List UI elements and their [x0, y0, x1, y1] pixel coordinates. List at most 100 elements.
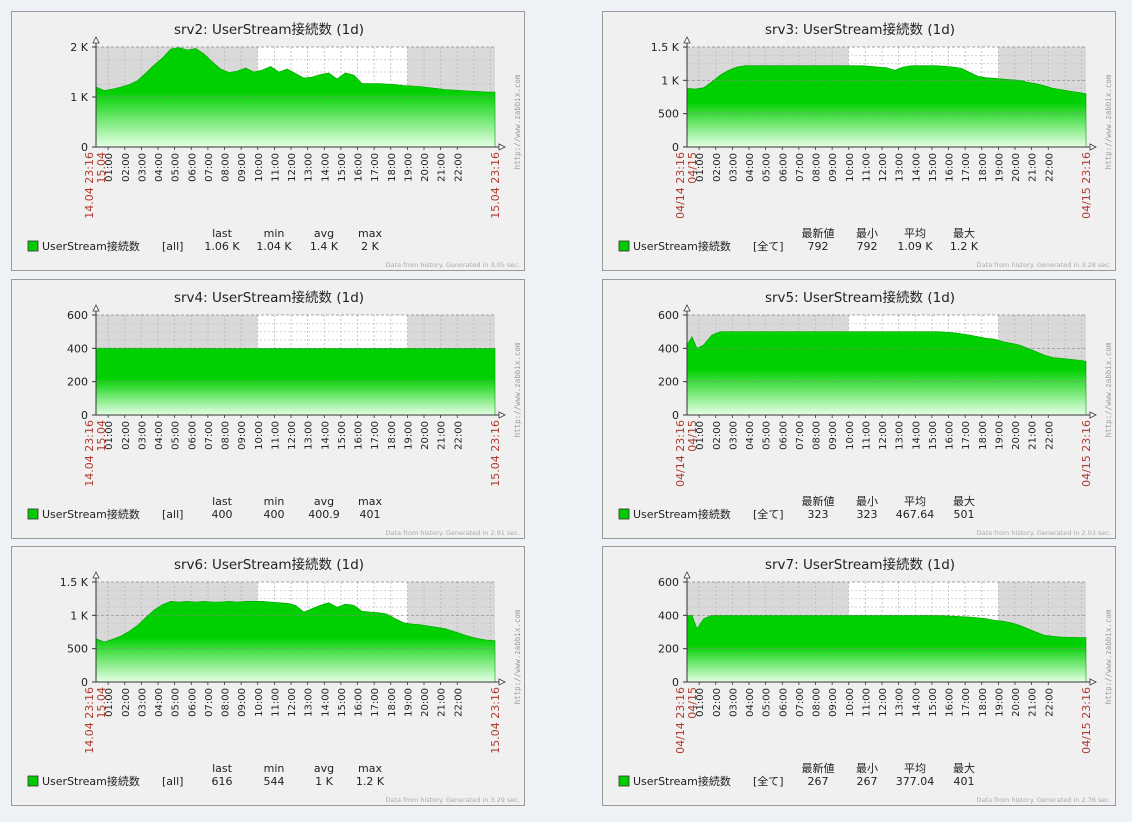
legend-series-tag: [全て] — [753, 774, 784, 788]
x-tick-label: 07:00 — [204, 688, 215, 717]
y-tick-label: 400 — [658, 609, 679, 622]
legend-stat-value: 323 — [857, 508, 878, 521]
x-tick-label: 14:00 — [911, 153, 922, 182]
x-axis-arrow — [498, 143, 506, 151]
legend-stat-header: 最大 — [953, 494, 975, 508]
chart-svg: srv4: UserStream接続数 (1d) 0 200 400 600 01:00 0… — [27, 289, 522, 537]
generated-footer: Data from history. Generated in 2.76 sec… — [977, 796, 1111, 804]
x-tick-label: 12:00 — [878, 421, 889, 450]
x-tick-label: 03:00 — [728, 688, 739, 717]
x-tick-label: 16:00 — [354, 153, 365, 182]
x-tick-label: 20:00 — [1011, 153, 1022, 182]
x-tick-label: 08:00 — [812, 153, 823, 182]
y-axis-arrow — [92, 304, 100, 312]
legend-stat-header: max — [358, 762, 382, 775]
legend-stat-value: 400 — [264, 508, 285, 521]
watermark: http://www.zabbix.com — [1104, 609, 1113, 704]
generated-footer: Data from history. Generated in 3.28 sec… — [977, 261, 1111, 269]
x-tick-label: 13:00 — [304, 688, 315, 717]
legend-series-tag: [all] — [162, 775, 183, 788]
legend-stat-value: 401 — [954, 775, 975, 788]
x-tick-label: 05:00 — [762, 421, 773, 450]
chart-svg: srv3: UserStream接続数 (1d) 0 500 1 K 1.5 K 01:0… — [618, 21, 1113, 269]
x-tick-label: 13:00 — [304, 421, 315, 450]
x-axis-arrow — [1089, 411, 1097, 419]
generated-footer: Data from history. Generated in 3.29 sec… — [386, 796, 520, 804]
y-axis-arrow — [92, 571, 100, 579]
x-axis-arrow — [1089, 143, 1097, 151]
x-date-start-day: 04/15 — [686, 420, 699, 452]
legend-stat-value: 501 — [954, 508, 975, 521]
chart-title: srv3: UserStream接続数 (1d) — [765, 21, 955, 38]
y-tick-label: 0 — [672, 409, 679, 422]
x-tick-label: 02:00 — [712, 421, 723, 450]
legend-stat-header: min — [264, 762, 285, 775]
legend-stat-header: avg — [314, 227, 334, 240]
x-tick-label: 16:00 — [354, 688, 365, 717]
legend-series-tag: [全て] — [753, 507, 784, 521]
legend-stat-header: 最小 — [856, 227, 878, 240]
legend-stat-header: max — [358, 495, 382, 508]
x-tick-label: 07:00 — [795, 688, 806, 717]
x-tick-label: 11:00 — [861, 421, 872, 450]
y-tick-label: 1 K — [70, 91, 88, 104]
series-area — [686, 65, 1087, 148]
x-tick-label: 06:00 — [187, 688, 198, 717]
y-tick-label: 600 — [67, 309, 88, 322]
x-tick-label: 06:00 — [187, 421, 198, 450]
legend-swatch — [618, 775, 630, 787]
legend-stat-value: 792 — [857, 240, 878, 253]
x-tick-label: 21:00 — [1028, 153, 1039, 182]
x-tick-label: 01:00 — [695, 421, 706, 450]
chart-title: srv5: UserStream接続数 (1d) — [765, 289, 955, 306]
x-tick-label: 06:00 — [778, 153, 789, 182]
x-tick-label: 20:00 — [420, 688, 431, 717]
x-tick-label: 22:00 — [1044, 421, 1055, 450]
x-tick-label: 01:00 — [104, 153, 115, 182]
legend-stat-value: 792 — [808, 240, 829, 253]
x-tick-label: 10:00 — [845, 688, 856, 717]
x-tick-label: 07:00 — [204, 153, 215, 182]
x-tick-label: 05:00 — [762, 688, 773, 717]
x-tick-label: 12:00 — [878, 688, 889, 717]
legend-stat-header: max — [358, 227, 382, 240]
x-tick-label: 08:00 — [221, 688, 232, 717]
y-axis-arrow — [683, 36, 691, 44]
chart-panel-srv2: srv2: UserStream接続数 (1d) 0 1 K 2 K 01:00 02:0… — [11, 11, 525, 271]
x-tick-label: 07:00 — [795, 153, 806, 182]
x-date-end: 15.04 23:16 — [489, 152, 502, 219]
watermark: http://www.zabbix.com — [1104, 74, 1113, 169]
generated-footer: Data from history. Generated in 3.05 sec… — [386, 261, 520, 269]
x-tick-label: 04:00 — [154, 421, 165, 450]
x-tick-label: 14:00 — [320, 153, 331, 182]
y-tick-label: 1.5 K — [60, 576, 89, 589]
x-tick-label: 12:00 — [287, 688, 298, 717]
x-tick-label: 12:00 — [287, 153, 298, 182]
x-tick-label: 10:00 — [254, 153, 265, 182]
y-tick-label: 1 K — [661, 74, 679, 87]
x-tick-label: 01:00 — [695, 153, 706, 182]
x-tick-label: 03:00 — [137, 421, 148, 450]
x-tick-label: 02:00 — [712, 688, 723, 717]
x-tick-label: 02:00 — [121, 153, 132, 182]
legend-series-tag: [全て] — [753, 239, 784, 253]
legend-stat-value: 400 — [212, 508, 233, 521]
legend-stat-value: 1 K — [315, 775, 333, 788]
x-tick-label: 05:00 — [171, 421, 182, 450]
series-area — [95, 347, 496, 416]
x-tick-label: 03:00 — [728, 153, 739, 182]
x-tick-label: 21:00 — [437, 688, 448, 717]
x-tick-label: 17:00 — [370, 688, 381, 717]
x-tick-label: 15:00 — [928, 153, 939, 182]
x-tick-label: 11:00 — [861, 153, 872, 182]
legend-stat-header: 最大 — [953, 761, 975, 775]
y-tick-label: 200 — [67, 376, 88, 389]
x-tick-label: 01:00 — [104, 688, 115, 717]
x-date-start-day: 04/15 — [686, 687, 699, 719]
x-date-end: 15.04 23:16 — [489, 420, 502, 487]
x-tick-label: 15:00 — [337, 153, 348, 182]
x-tick-label: 13:00 — [304, 153, 315, 182]
x-axis-arrow — [498, 411, 506, 419]
legend-series-name: UserStream接続数 — [42, 507, 140, 521]
x-tick-label: 22:00 — [453, 153, 464, 182]
